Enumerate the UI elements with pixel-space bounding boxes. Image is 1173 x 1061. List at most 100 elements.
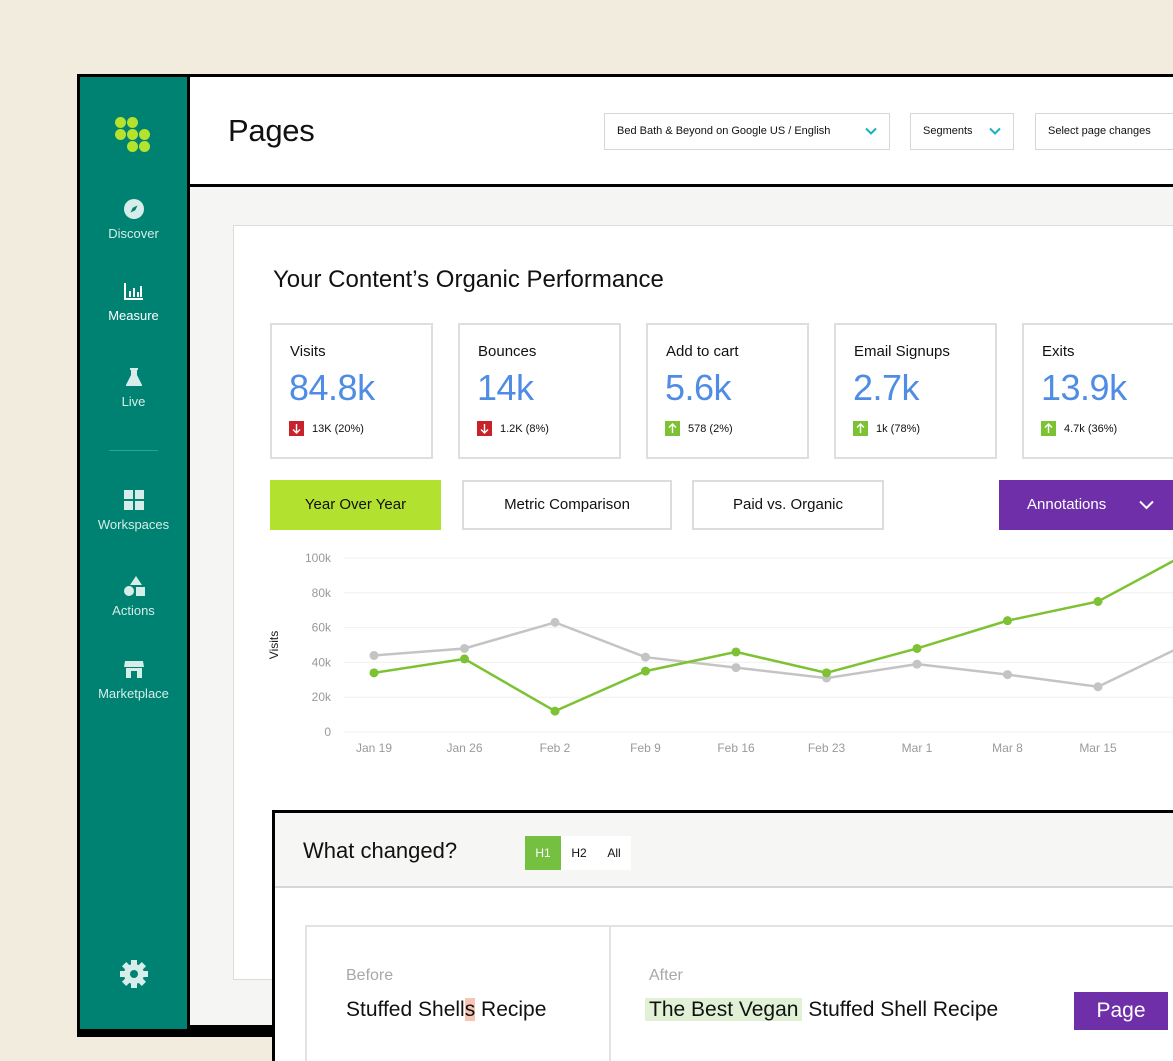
metric-delta: 578 (2%)	[665, 421, 733, 436]
after-text-b: Stuffed Shell Recipe	[802, 998, 999, 1021]
x-tick-label: Mar 1	[902, 741, 933, 755]
metric-delta: 1.2K (8%)	[477, 421, 549, 436]
page-changes-select[interactable]: Select page changes	[1035, 113, 1173, 150]
sidebar-item-workspaces[interactable]: Workspaces	[80, 489, 187, 532]
sidebar-item-discover[interactable]: Discover	[80, 198, 187, 241]
data-point	[912, 659, 922, 669]
chevron-down-icon	[865, 127, 877, 135]
metric-label: Email Signups	[854, 343, 950, 360]
data-point	[460, 654, 469, 664]
data-point	[1003, 670, 1012, 680]
sidebar-item-live[interactable]: Live	[80, 366, 187, 409]
page-badge[interactable]: Page	[1074, 992, 1168, 1030]
removed-highlight: s	[464, 998, 476, 1021]
segments-select[interactable]: Segments	[910, 113, 1014, 150]
added-highlight: The Best Vegan	[645, 998, 803, 1021]
metric-value: 2.7k	[853, 367, 920, 408]
what-changed-panel: What changed? H1 H2 All Before Stuffed S…	[272, 810, 1173, 1061]
shapes-icon	[123, 576, 145, 596]
metric-value: 84.8k	[289, 367, 375, 408]
flask-icon	[125, 368, 142, 386]
x-tick-label: Feb 2	[540, 741, 571, 755]
sidebar-item-label: Measure	[108, 308, 159, 323]
site-select-value: Bed Bath & Beyond on Google US / English	[617, 125, 831, 137]
tab-h1[interactable]: H1	[525, 836, 561, 870]
gear-icon[interactable]	[117, 957, 151, 991]
tab-year-over-year[interactable]: Year Over Year	[270, 480, 441, 530]
tab-all[interactable]: All	[597, 836, 631, 870]
sidebar-item-label: Live	[121, 394, 146, 409]
metric-add-to-cart[interactable]: Add to cart 5.6k 578 (2%)	[646, 323, 809, 459]
metric-delta: 4.7k (36%)	[1041, 421, 1117, 436]
y-axis-label: Visits	[267, 631, 281, 659]
sidebar-item-label: Marketplace	[98, 686, 169, 701]
metric-delta: 13K (20%)	[289, 421, 364, 436]
sidebar-item-label: Workspaces	[97, 517, 170, 532]
data-point	[369, 650, 379, 660]
metric-exits[interactable]: Exits 13.9k 4.7k (36%)	[1022, 323, 1173, 459]
arrow-up-icon	[853, 421, 868, 436]
compass-icon	[123, 199, 144, 219]
metric-value: 13.9k	[1041, 367, 1127, 408]
sidebar-item-measure[interactable]: Measure	[80, 280, 187, 323]
metric-value: 5.6k	[665, 367, 732, 408]
metric-bounces[interactable]: Bounces 14k 1.2K (8%)	[458, 323, 621, 459]
annotations-button[interactable]: Annotations	[999, 480, 1173, 530]
heading-comparison: Before Stuffed Shells Recipe After The B…	[305, 925, 1173, 1061]
y-tick-label: 20k	[312, 690, 332, 704]
data-point	[641, 652, 650, 662]
bar-chart-icon	[123, 283, 143, 300]
metric-label: Exits	[1042, 343, 1075, 360]
data-point	[641, 666, 650, 676]
performance-title: Your Content’s Organic Performance	[273, 266, 664, 293]
data-point	[550, 706, 560, 716]
metric-delta-text: 578 (2%)	[688, 422, 733, 435]
x-tick-label: Feb 16	[717, 741, 755, 755]
after-text: The Best Vegan Stuffed Shell Recipe	[645, 998, 998, 1022]
segments-select-value: Segments	[923, 125, 973, 137]
site-select[interactable]: Bed Bath & Beyond on Google US / English	[604, 113, 890, 150]
before-text-b: Recipe	[475, 998, 547, 1021]
data-point	[550, 617, 560, 627]
metric-label: Bounces	[478, 343, 537, 360]
x-tick-label: Jan 19	[356, 741, 392, 755]
arrow-up-icon	[665, 421, 680, 436]
chevron-down-icon	[989, 127, 1001, 135]
series-line	[373, 621, 1173, 689]
sidebar-item-marketplace[interactable]: Marketplace	[80, 658, 187, 701]
top-bar: Pages Bed Bath & Beyond on Google US / E…	[190, 77, 1173, 187]
metric-value: 14k	[477, 367, 534, 408]
data-point	[822, 668, 831, 678]
visits-line-chart: 100k 80k 60k 40k 20k 0 Jan 19 Jan 26 Feb 2 Feb 9 F…	[267, 551, 1173, 755]
metric-delta-text: 4.7k (36%)	[1064, 422, 1118, 435]
before-label: Before	[346, 967, 394, 984]
data-point	[731, 663, 741, 673]
sidebar-divider	[109, 450, 158, 451]
x-tick-label: Mar 15	[1079, 741, 1117, 755]
tab-h2[interactable]: H2	[561, 836, 597, 870]
metric-email-signups[interactable]: Email Signups 2.7k 1k (78%)	[834, 323, 997, 459]
sidebar-item-actions[interactable]: Actions	[80, 575, 187, 618]
chevron-down-icon	[1139, 500, 1154, 510]
metric-visits[interactable]: Visits 84.8k 13K (20%)	[270, 323, 433, 459]
metric-label: Add to cart	[666, 343, 739, 360]
grid-icon	[123, 490, 144, 510]
y-tick-label: 100k	[305, 551, 332, 565]
x-tick-label: Jan 26	[446, 741, 482, 755]
metric-delta-text: 1k (78%)	[876, 422, 921, 435]
metric-label: Visits	[290, 343, 326, 360]
tab-metric-comparison[interactable]: Metric Comparison	[462, 480, 672, 530]
data-point	[731, 647, 741, 657]
arrow-up-icon	[1041, 421, 1056, 436]
what-changed-header: What changed? H1 H2 All	[275, 813, 1173, 888]
metric-delta-text: 13K (20%)	[312, 422, 364, 435]
x-tick-label: Mar 8	[992, 741, 1023, 755]
data-point	[1093, 682, 1103, 692]
metric-delta-text: 1.2K (8%)	[500, 422, 549, 435]
what-changed-title: What changed?	[303, 838, 458, 863]
y-tick-label: 80k	[312, 586, 332, 600]
logo-icon[interactable]	[115, 117, 157, 159]
y-tick-label: 60k	[312, 621, 332, 635]
tab-paid-vs-organic[interactable]: Paid vs. Organic	[692, 480, 884, 530]
before-text: Stuffed Shells Recipe	[346, 998, 546, 1022]
